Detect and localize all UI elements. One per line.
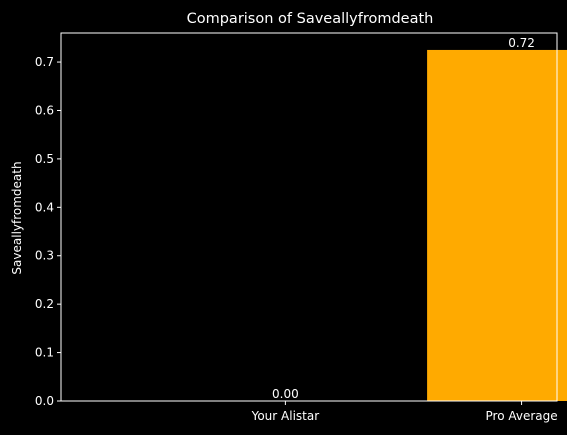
x-axis: Your Alistar Pro Average <box>251 401 558 423</box>
y-tick-label: 0.3 <box>35 249 54 263</box>
x-tick-label: Pro Average <box>486 409 558 423</box>
y-tick-label: 0.0 <box>35 394 54 408</box>
data-label: 0.72 <box>508 36 535 50</box>
chart-title: Comparison of Saveallyfromdeath <box>187 11 434 27</box>
data-label: 0.00 <box>272 387 299 401</box>
y-tick-label: 0.2 <box>35 297 54 311</box>
y-tick-label: 0.4 <box>35 200 54 214</box>
y-tick-label: 0.1 <box>35 346 54 360</box>
y-tick-label: 0.7 <box>35 55 54 69</box>
y-axis-label: Saveallyfromdeath <box>10 161 24 274</box>
data-labels-group: 0.00 0.72 <box>272 36 535 401</box>
x-tick-label: Your Alistar <box>251 409 320 423</box>
bar-pro-average <box>427 49 567 402</box>
plot-frame <box>60 32 558 402</box>
y-tick-label: 0.6 <box>35 103 54 117</box>
bars-group <box>427 49 567 402</box>
y-axis: 0.0 0.1 0.2 0.3 0.4 0.5 0.6 0.7 <box>35 55 61 408</box>
y-tick-label: 0.5 <box>35 152 54 166</box>
